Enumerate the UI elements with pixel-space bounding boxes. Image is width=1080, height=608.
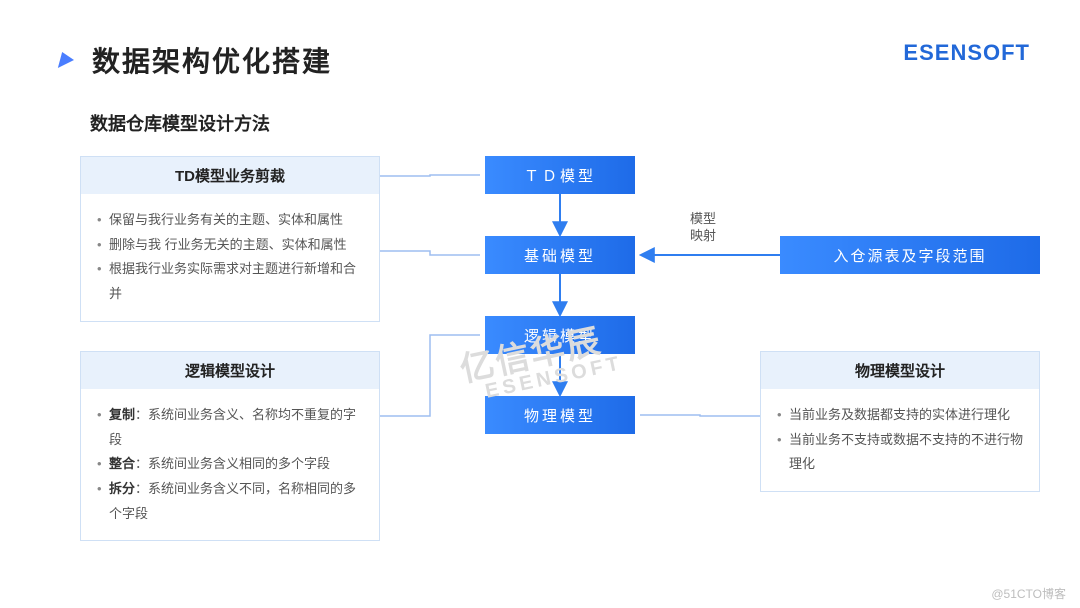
diagram-area: ＴＤ模型 基础模型 逻辑模型 物理模型 入仓源表及字段范围 模型 映射 TD模型… bbox=[80, 156, 1040, 576]
card-phys-item: 当前业务及数据都支持的实体进行理化 bbox=[789, 403, 1023, 428]
card-logic: 逻辑模型设计 •复制：系统间业务含义、名称均不重复的字段 •整合：系统间业务含义… bbox=[80, 351, 380, 541]
mapping-label: 模型 映射 bbox=[690, 211, 716, 245]
card-physical: 物理模型设计 •当前业务及数据都支持的实体进行理化 •当前业务不支持或数据不支持… bbox=[760, 351, 1040, 492]
footer-credit: @51CTO博客 bbox=[991, 585, 1066, 602]
card-logic-header: 逻辑模型设计 bbox=[81, 352, 379, 389]
slide: ESENSOFT 数据架构优化搭建 数据仓库模型设计方法 bbox=[0, 0, 1080, 608]
card-logic-item: 复制：系统间业务含义、名称均不重复的字段 bbox=[109, 403, 363, 452]
flow-node-logic: 逻辑模型 bbox=[485, 316, 635, 354]
card-td-header: TD模型业务剪裁 bbox=[81, 157, 379, 194]
mapping-label-2: 映射 bbox=[690, 228, 716, 243]
card-td-item: 删除与我 行业务无关的主题、实体和属性 bbox=[109, 233, 363, 258]
label-text: ：系统间业务含义不同，名称相同的多个字段 bbox=[109, 481, 356, 521]
page-title: 数据架构优化搭建 bbox=[92, 40, 332, 80]
card-td: TD模型业务剪裁 •保留与我行业务有关的主题、实体和属性 •删除与我 行业务无关… bbox=[80, 156, 380, 322]
card-logic-body: •复制：系统间业务含义、名称均不重复的字段 •整合：系统间业务含义相同的多个字段… bbox=[81, 389, 379, 540]
label-text: ：系统间业务含义相同的多个字段 bbox=[135, 456, 330, 471]
list-item: •当前业务及数据都支持的实体进行理化 bbox=[777, 403, 1023, 428]
title-row: 数据架构优化搭建 bbox=[60, 40, 1020, 80]
flow-node-td: ＴＤ模型 bbox=[485, 156, 635, 194]
card-physical-body: •当前业务及数据都支持的实体进行理化 •当前业务不支持或数据不支持的不进行物理化 bbox=[761, 389, 1039, 491]
card-td-item: 根据我行业务实际需求对主题进行新增和合并 bbox=[109, 257, 363, 306]
label-bold: 整合 bbox=[109, 456, 135, 471]
label-bold: 复制 bbox=[109, 407, 135, 422]
brand-logo: ESENSOFT bbox=[903, 40, 1030, 66]
card-logic-item: 整合：系统间业务含义相同的多个字段 bbox=[109, 452, 363, 477]
list-item: •删除与我 行业务无关的主题、实体和属性 bbox=[97, 233, 363, 258]
title-arrow-icon bbox=[58, 52, 76, 68]
flow-node-base: 基础模型 bbox=[485, 236, 635, 274]
card-logic-item: 拆分：系统间业务含义不同，名称相同的多个字段 bbox=[109, 477, 363, 526]
card-phys-item: 当前业务不支持或数据不支持的不进行物理化 bbox=[789, 428, 1023, 477]
card-td-body: •保留与我行业务有关的主题、实体和属性 •删除与我 行业务无关的主题、实体和属性… bbox=[81, 194, 379, 321]
card-td-item: 保留与我行业务有关的主题、实体和属性 bbox=[109, 208, 363, 233]
list-item: •拆分：系统间业务含义不同，名称相同的多个字段 bbox=[97, 477, 363, 526]
list-item: •复制：系统间业务含义、名称均不重复的字段 bbox=[97, 403, 363, 452]
list-item: •根据我行业务实际需求对主题进行新增和合并 bbox=[97, 257, 363, 306]
flow-node-physical: 物理模型 bbox=[485, 396, 635, 434]
mapping-label-1: 模型 bbox=[690, 211, 716, 226]
list-item: •整合：系统间业务含义相同的多个字段 bbox=[97, 452, 363, 477]
label-text: ：系统间业务含义、名称均不重复的字段 bbox=[109, 407, 356, 447]
list-item: •当前业务不支持或数据不支持的不进行物理化 bbox=[777, 428, 1023, 477]
list-item: •保留与我行业务有关的主题、实体和属性 bbox=[97, 208, 363, 233]
label-bold: 拆分 bbox=[109, 481, 135, 496]
flow-node-source: 入仓源表及字段范围 bbox=[780, 236, 1040, 274]
card-physical-header: 物理模型设计 bbox=[761, 352, 1039, 389]
subtitle: 数据仓库模型设计方法 bbox=[90, 110, 1020, 136]
